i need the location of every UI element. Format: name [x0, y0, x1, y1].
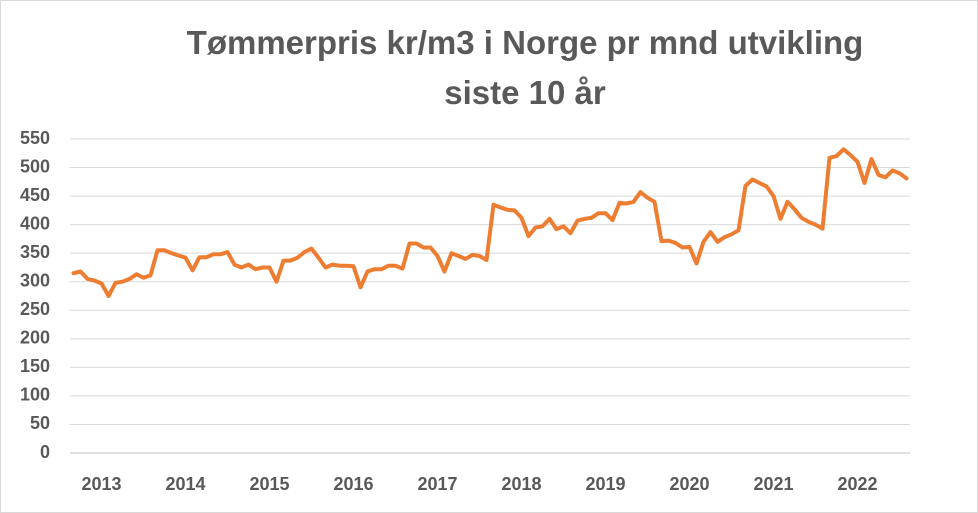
- y-tick-label: 0: [40, 442, 50, 462]
- y-tick-label: 450: [20, 185, 50, 205]
- x-tick-label: 2014: [165, 474, 205, 494]
- y-tick-label: 200: [20, 328, 50, 348]
- y-tick-label: 100: [20, 385, 50, 405]
- chart-title: Tømmerpris kr/m3 i Norge pr mnd utviklin…: [186, 24, 864, 111]
- y-tick-label: 350: [20, 242, 50, 262]
- x-tick-label: 2015: [249, 474, 289, 494]
- x-tick-label: 2020: [669, 474, 709, 494]
- x-tick-label: 2018: [501, 474, 541, 494]
- y-tick-label: 50: [30, 413, 50, 433]
- x-tick-label: 2016: [333, 474, 373, 494]
- x-tick-label: 2017: [417, 474, 457, 494]
- y-tick-label: 400: [20, 213, 50, 233]
- x-tick-label: 2022: [837, 474, 877, 494]
- y-tick-label: 150: [20, 356, 50, 376]
- x-tick-label: 2019: [585, 474, 625, 494]
- y-tick-label: 300: [20, 270, 50, 290]
- y-tick-label: 500: [20, 156, 50, 176]
- x-tick-label: 2013: [81, 474, 121, 494]
- y-tick-label: 250: [20, 299, 50, 319]
- y-tick-label: 550: [20, 128, 50, 148]
- x-tick-label: 2021: [753, 474, 793, 494]
- line: [71, 147, 909, 298]
